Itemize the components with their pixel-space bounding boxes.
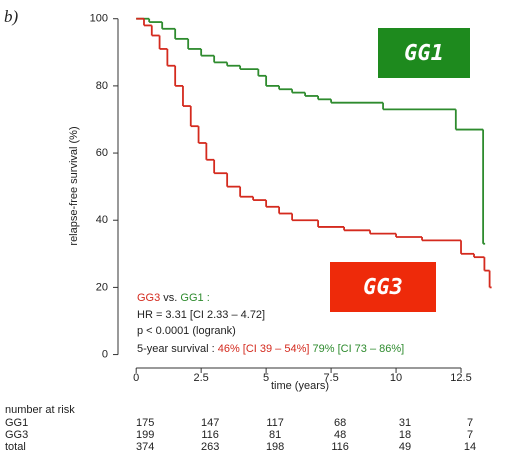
annotation: GG3 vs. GG1 : <box>137 292 210 304</box>
annotation-part: GG3 <box>137 292 160 304</box>
risk-value: 7 <box>467 429 473 441</box>
annotation-part: GG1 : <box>180 292 209 304</box>
x-tick-label: 0 <box>133 372 139 384</box>
risk-value: 48 <box>334 429 346 441</box>
risk-value: 175 <box>136 417 154 429</box>
risk-value: 81 <box>269 429 281 441</box>
risk-value: 116 <box>201 429 219 441</box>
x-axis-label: time (years) <box>271 380 329 392</box>
y-tick-label: 60 <box>96 147 108 159</box>
y-tick-label: 0 <box>102 348 108 360</box>
risk-value: 198 <box>266 441 284 453</box>
risk-row-name: GG3 <box>5 429 28 441</box>
risk-table-title: number at risk <box>5 404 75 416</box>
risk-row-name: GG1 <box>5 417 28 429</box>
y-tick-label: 80 <box>96 80 108 92</box>
panel-label: b) <box>4 7 19 26</box>
y-tick-label: 100 <box>90 13 108 25</box>
risk-value: 7 <box>467 417 473 429</box>
risk-value: 199 <box>136 429 154 441</box>
label-box <box>330 262 436 312</box>
risk-value: 14 <box>464 441 476 453</box>
risk-row-name: total <box>5 441 26 453</box>
annotation-part: HR = 3.31 [CI 2.33 – 4.72] <box>137 309 265 321</box>
y-axis-label: relapse-free survival (%) <box>68 126 80 245</box>
label-box-text: GG3 <box>363 275 403 300</box>
risk-value: 31 <box>399 417 411 429</box>
y-tick-label: 20 <box>96 281 108 293</box>
x-tick-label: 7.5 <box>323 372 338 384</box>
x-tick-label: 12.5 <box>450 372 471 384</box>
annotation: p < 0.0001 (logrank) <box>137 325 236 337</box>
risk-value: 147 <box>201 417 219 429</box>
risk-value: 68 <box>334 417 346 429</box>
annotation: 5-year survival : 46% [CI 39 – 54%] 79% … <box>137 343 404 355</box>
label-box-text: GG1 <box>404 41 444 66</box>
risk-value: 49 <box>399 441 411 453</box>
risk-value: 18 <box>399 429 411 441</box>
annotation-part: vs. <box>160 292 180 304</box>
x-tick-label: 2.5 <box>194 372 209 384</box>
annotation-part: p < 0.0001 (logrank) <box>137 325 236 337</box>
annotation-part: 79% [CI 73 – 86%] <box>309 343 404 355</box>
label-box <box>378 28 470 78</box>
x-tick-label: 5 <box>263 372 269 384</box>
y-tick-label: 40 <box>96 214 108 226</box>
annotation-part: 5-year survival : <box>137 343 218 355</box>
x-tick-label: 10 <box>390 372 402 384</box>
risk-value: 116 <box>331 441 349 453</box>
risk-value: 117 <box>266 417 284 429</box>
risk-value: 374 <box>136 441 154 453</box>
risk-value: 263 <box>201 441 219 453</box>
annotation: HR = 3.31 [CI 2.33 – 4.72] <box>137 309 265 321</box>
annotation-part: 46% [CI 39 – 54%] <box>218 343 310 355</box>
